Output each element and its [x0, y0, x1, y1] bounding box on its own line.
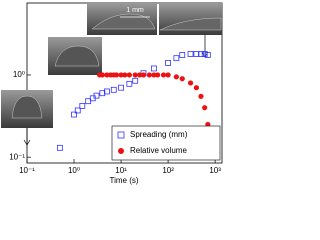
point [193, 51, 200, 57]
point [118, 84, 124, 91]
point [132, 72, 138, 78]
x-tick-label: 10² [162, 166, 174, 175]
point [79, 103, 86, 109]
point [56, 144, 63, 151]
point [104, 72, 110, 78]
point [155, 72, 161, 78]
point [165, 60, 171, 66]
point [126, 72, 132, 78]
point [198, 51, 204, 57]
point [193, 85, 200, 91]
point [99, 90, 106, 97]
point [118, 72, 124, 78]
point [187, 80, 194, 86]
point [179, 52, 186, 58]
x-axis-label: Time (s) [109, 176, 138, 185]
point [137, 72, 143, 78]
point [201, 51, 208, 57]
x-tick-label: 10¹ [115, 166, 127, 175]
y-tick-label: 10⁰ [13, 70, 25, 79]
point [204, 52, 211, 58]
point [151, 72, 157, 78]
point [132, 77, 139, 84]
point [140, 72, 147, 78]
point [173, 55, 180, 62]
point [110, 86, 117, 93]
point [71, 111, 77, 118]
scale-label: 1 mm [126, 7, 144, 14]
point [165, 72, 171, 78]
point [99, 72, 105, 78]
point [104, 88, 110, 95]
point [113, 72, 120, 78]
inset-4 [159, 3, 222, 58]
page: 1 mm Time (s) 10⁻¹ 10⁰ 10¹ 10² 10³ 10⁻¹ 10⁰ Spr… [1, 2, 223, 186]
legend-box [111, 125, 221, 161]
point [198, 93, 204, 99]
point [179, 76, 185, 82]
point [93, 92, 100, 99]
x-tick-label: 10⁰ [68, 166, 80, 175]
x-tick-label: 10⁻¹ [19, 166, 35, 175]
legend-marker [118, 148, 124, 154]
point [122, 72, 128, 78]
inset-3: 1 mm [87, 3, 157, 35]
point [187, 51, 194, 57]
point [126, 80, 133, 87]
inset-2 [48, 37, 102, 75]
point [160, 72, 167, 78]
point [173, 74, 179, 80]
point [151, 65, 157, 72]
legend-label: Spreading (mm) [130, 130, 188, 139]
point [202, 105, 208, 111]
chart: 1 mm Time (s) 10⁻¹ 10⁰ 10¹ 10² 10³ 10⁻¹ 10⁰ Spr… [1, 2, 223, 185]
point [146, 72, 152, 78]
y-tick-label: 10⁻¹ [9, 152, 25, 161]
legend-label: Relative volume [130, 146, 187, 155]
legend-marker [117, 131, 125, 139]
point [74, 107, 81, 114]
x-tick-label: 10³ [209, 166, 221, 175]
inset-1 [1, 90, 53, 146]
